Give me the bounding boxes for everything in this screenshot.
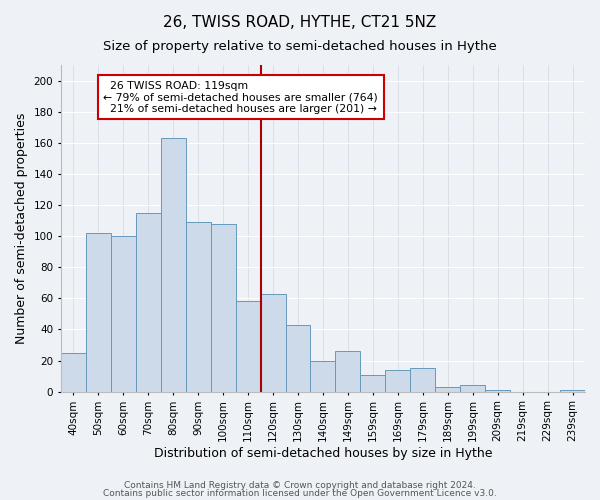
Bar (485, 390, 510, 392)
Text: Contains HM Land Registry data © Crown copyright and database right 2024.: Contains HM Land Registry data © Crown c… (124, 480, 476, 490)
Bar (410, 368, 435, 392)
X-axis label: Distribution of semi-detached houses by size in Hythe: Distribution of semi-detached houses by … (154, 447, 492, 460)
Bar (460, 386, 485, 392)
Bar (211, 224, 236, 392)
Bar (186, 222, 211, 392)
Bar (86, 233, 111, 392)
Bar (236, 302, 260, 392)
Bar (335, 351, 361, 392)
Bar (136, 213, 161, 392)
Bar (560, 390, 585, 392)
Text: Size of property relative to semi-detached houses in Hythe: Size of property relative to semi-detach… (103, 40, 497, 53)
Bar (61, 353, 86, 392)
Text: Contains public sector information licensed under the Open Government Licence v3: Contains public sector information licen… (103, 489, 497, 498)
Bar (310, 360, 335, 392)
Text: 26, TWISS ROAD, HYTHE, CT21 5NZ: 26, TWISS ROAD, HYTHE, CT21 5NZ (163, 15, 437, 30)
Bar (111, 236, 136, 392)
Bar (260, 294, 286, 392)
Bar (286, 325, 310, 392)
Bar (361, 374, 385, 392)
Bar (161, 138, 186, 392)
Text: 26 TWISS ROAD: 119sqm
← 79% of semi-detached houses are smaller (764)
  21% of s: 26 TWISS ROAD: 119sqm ← 79% of semi-deta… (103, 80, 378, 114)
Bar (435, 387, 460, 392)
Bar (385, 370, 410, 392)
Y-axis label: Number of semi-detached properties: Number of semi-detached properties (15, 112, 28, 344)
